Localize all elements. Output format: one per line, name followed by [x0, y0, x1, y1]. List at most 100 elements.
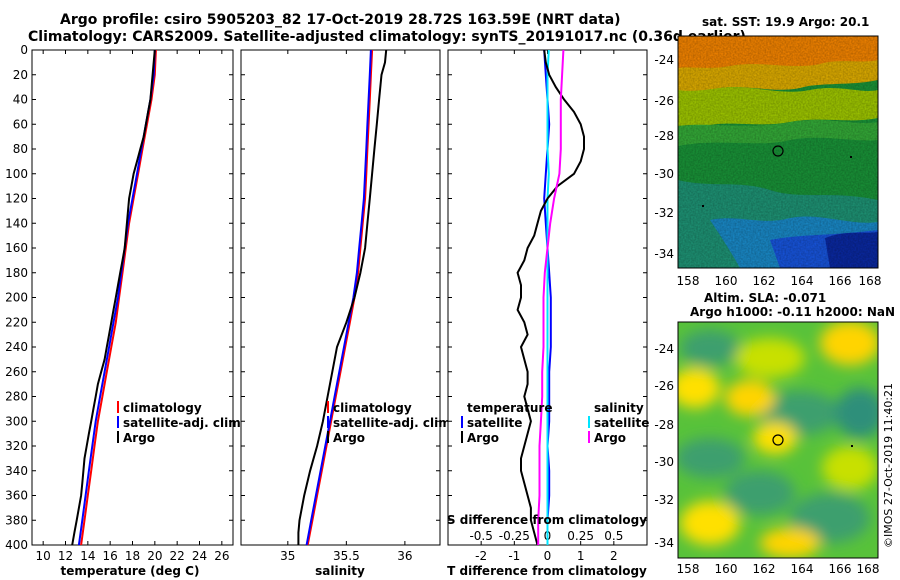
x-tick-label: 1 [577, 549, 585, 563]
x-tick-label: -1 [508, 549, 520, 563]
salinity-x-ticks: 35 35.5 36 [280, 50, 413, 563]
legend-label-s-argo: Argo [594, 431, 626, 445]
x-tick-label: 20 [147, 549, 162, 563]
t-difference-axis-label: T difference from climatology [447, 564, 647, 578]
y-tick-label: 20 [13, 68, 28, 82]
legend-label-climatology: climatology [123, 401, 202, 415]
legend-label-climatology: climatology [333, 401, 412, 415]
y-tick-label: 40 [13, 93, 28, 107]
temperature-x-axis-label: temperature (deg C) [61, 564, 200, 578]
sla-y-tick-label: -30 [654, 455, 674, 469]
sla-map-title-line1: Altim. SLA: -0.071 [704, 291, 827, 305]
legend-label-t-satellite: satellite [467, 416, 522, 430]
legend-label-argo: Argo [123, 431, 155, 445]
y-tick-label: 160 [5, 241, 28, 255]
sla-field [678, 322, 878, 558]
salinity-x-axis-label: salinity [315, 564, 365, 578]
x-tick-label: 26 [214, 549, 229, 563]
sla-y-tick-label: -24 [654, 342, 674, 356]
sst-map: -24 -26 -28 -30 -32 -34 158 160 162 164 … [654, 35, 882, 288]
temperature-legend: climatology satellite-adj. clim. Argo [117, 401, 245, 445]
series-line-s-argo [537, 49, 565, 545]
sst-map-frame [677, 35, 879, 269]
figure-title-line2: Climatology: CARS2009. Satellite-adjuste… [28, 29, 746, 45]
legend-title-temperature: temperature [467, 401, 552, 415]
sla-x-tick-label: 166 [829, 562, 852, 576]
temperature-y-ticks: 0 20 40 60 80 100 120 140 160 180 200 220 240 260 280 3… [5, 43, 28, 552]
sla-island-marker [851, 445, 853, 447]
y-tick-label: 0 [20, 43, 28, 57]
sla-x-tick-label: 160 [715, 562, 738, 576]
series-line-t-argo [516, 49, 585, 546]
legend-title-salinity: salinity [594, 401, 644, 415]
y-tick-label: 120 [5, 192, 28, 206]
sla-y-tick-label: -34 [654, 536, 674, 550]
sst-x-tick-label: 164 [791, 274, 814, 288]
sst-y-tick-labels: -24 -26 -28 -30 -32 -34 [654, 53, 674, 261]
x-tick-label: 18 [125, 549, 140, 563]
sst-y-tick-label: -28 [654, 129, 674, 143]
x-tick-label: 10 [36, 549, 51, 563]
imos-timestamp: ©IMOS 27-Oct-2019 11:40:21 [882, 382, 895, 548]
sst-x-tick-labels: 158 160 162 164 166 168 [677, 274, 882, 288]
salinity-series [297, 49, 388, 546]
temperature-plot-frame [31, 49, 234, 546]
sla-x-tick-label: 158 [677, 562, 700, 576]
s-diff-tick-label: 0.5 [604, 529, 623, 543]
series-line-climatology [80, 49, 157, 546]
y-tick-label: 380 [5, 513, 28, 527]
x-tick-label: 36 [397, 549, 412, 563]
series-line-t-satellite [543, 49, 552, 545]
y-tick-label: 220 [5, 315, 28, 329]
sst-island-marker [850, 156, 852, 158]
legend-label-s-satellite: satellite [594, 416, 649, 430]
y-tick-label: 340 [5, 464, 28, 478]
x-tick-label: 22 [170, 549, 185, 563]
sst-x-tick-label: 158 [677, 274, 700, 288]
x-tick-label: 14 [80, 549, 95, 563]
sla-x-tick-labels: 158 160 162 164 166 168 [677, 562, 880, 576]
y-tick-label: 280 [5, 390, 28, 404]
salinity-legend: climatology satellite-adj. clim. Argo [327, 401, 455, 445]
sst-y-tick-label: -30 [654, 167, 674, 181]
sla-y-tick-label: -32 [654, 493, 674, 507]
y-tick-label: 300 [5, 414, 28, 428]
series-line-satellite-adj-clim- [305, 49, 372, 546]
x-tick-label: 35.5 [333, 549, 360, 563]
x-tick-label: 12 [58, 549, 73, 563]
legend-label-satellite: satellite-adj. clim. [333, 416, 455, 430]
salinity-plot-frame [240, 49, 441, 546]
sla-y-tick-label: -28 [654, 418, 674, 432]
s-diff-tick-label: 0.25 [567, 529, 594, 543]
series-line-s-satellite [546, 49, 550, 545]
x-tick-label: 24 [192, 549, 207, 563]
s-diff-tick-label: -0.5 [469, 529, 492, 543]
difference-legend: temperature satellite Argo salinity sate… [461, 401, 649, 445]
x-tick-label: 35 [280, 549, 295, 563]
difference-panel: -2 -1 0 1 2 -0.5 -0.25 0 0.25 0.5 temperature sa… [447, 49, 649, 578]
temperature-panel: 0 20 40 60 80 100 120 140 160 180 200 220 240 260 280 3… [5, 43, 245, 578]
sst-y-tick-label: -32 [654, 206, 674, 220]
y-tick-label: 140 [5, 216, 28, 230]
y-tick-label: 260 [5, 365, 28, 379]
sst-map-title: sat. SST: 19.9 Argo: 20.1 [702, 15, 870, 29]
sst-island-marker [702, 205, 704, 207]
salinity-panel: 35 35.5 36 climatology satellite-adj. clim… [240, 49, 455, 578]
y-tick-label: 400 [5, 538, 28, 552]
legend-label-t-argo: Argo [467, 431, 499, 445]
y-tick-label: 100 [5, 167, 28, 181]
profile-plots: 0204060801001201401601802002202402602803… [5, 43, 649, 578]
sst-field [678, 36, 878, 268]
sst-y-tick-label: -26 [654, 94, 674, 108]
x-tick-label: 16 [103, 549, 118, 563]
sst-x-tick-label: 162 [753, 274, 776, 288]
legend-label-satellite: satellite-adj. clim. [123, 416, 245, 430]
sst-x-tick-label: 160 [715, 274, 738, 288]
sla-x-tick-label: 164 [791, 562, 814, 576]
sst-argo-location-marker [772, 145, 784, 157]
figure-title-line1: Argo profile: csiro 5905203_82 17-Oct-20… [60, 12, 621, 28]
y-tick-label: 320 [5, 439, 28, 453]
y-tick-label: 180 [5, 266, 28, 280]
sla-y-tick-labels: -24 -26 -28 -30 -32 -34 [654, 342, 674, 550]
s-difference-axis-label: S difference from climatology [447, 513, 647, 527]
